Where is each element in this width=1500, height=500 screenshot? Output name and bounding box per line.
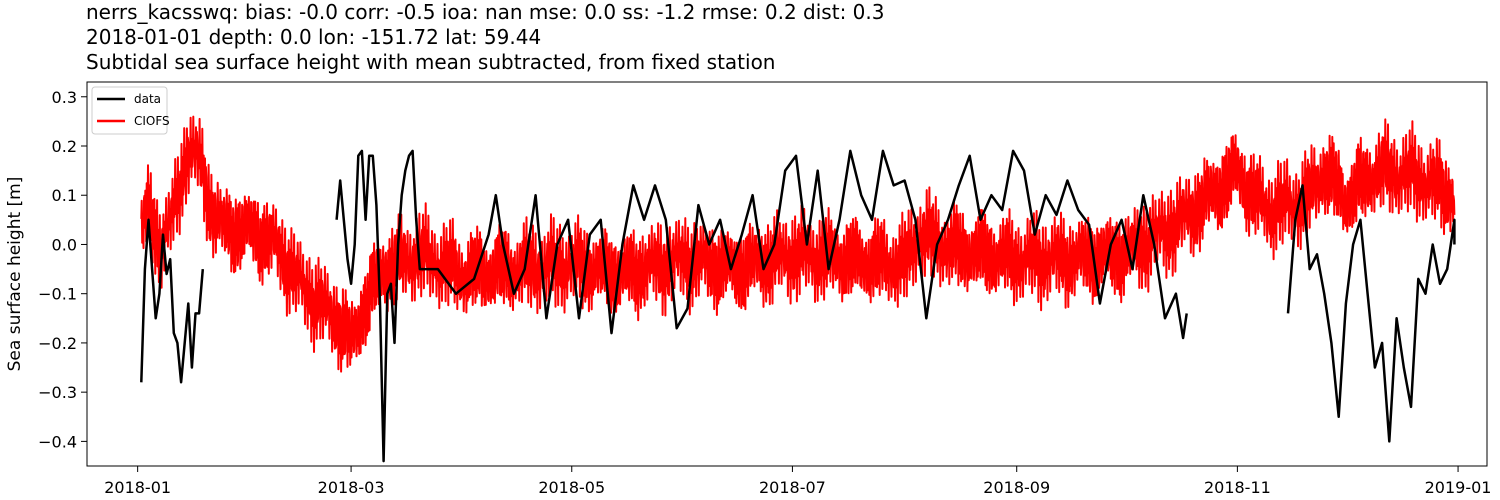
x-tick-label: 2018-05 bbox=[538, 478, 605, 497]
y-tick-label: −0.3 bbox=[38, 383, 77, 402]
legend: data CIOFS bbox=[91, 86, 170, 135]
y-tick-label: 0.2 bbox=[52, 137, 77, 156]
series-data-line bbox=[140, 218, 205, 384]
x-tick-label: 2019-01 bbox=[1425, 478, 1492, 497]
x-tick-label: 2018-07 bbox=[759, 478, 826, 497]
chart-title-description: Subtidal sea surface height with mean su… bbox=[86, 50, 776, 74]
plot-frame bbox=[86, 81, 1488, 467]
y-tick-label: 0.1 bbox=[52, 186, 77, 205]
chart-title-station: 2018-01-01 depth: 0.0 lon: -151.72 lat: … bbox=[86, 25, 542, 49]
series-ciofs-line bbox=[140, 115, 1456, 373]
x-tick-label: 2018-03 bbox=[318, 478, 385, 497]
chart-title-stats: nerrs_kacsswq: bias: -0.0 corr: -0.5 ioa… bbox=[86, 0, 885, 24]
x-tick-label: 2018-11 bbox=[1204, 478, 1271, 497]
x-tick-label: 2018-09 bbox=[983, 478, 1050, 497]
y-tick-label: −0.2 bbox=[38, 334, 77, 353]
y-axis-label: Sea surface height [m] bbox=[5, 177, 25, 372]
y-tick-label: −0.1 bbox=[38, 285, 77, 304]
y-tick-label: −0.4 bbox=[38, 432, 77, 451]
y-tick-label: 0.3 bbox=[52, 88, 77, 107]
series-data-line bbox=[1286, 184, 1456, 443]
chart-title-block: nerrs_kacsswq: bias: -0.0 corr: -0.5 ioa… bbox=[86, 0, 884, 75]
series-data-line bbox=[335, 149, 1188, 463]
legend-label-ciofs: CIOFS bbox=[134, 114, 170, 128]
y-tick-label: 0.0 bbox=[52, 235, 77, 254]
legend-label-data: data bbox=[134, 92, 161, 106]
x-tick-label: 2018-01 bbox=[104, 478, 171, 497]
